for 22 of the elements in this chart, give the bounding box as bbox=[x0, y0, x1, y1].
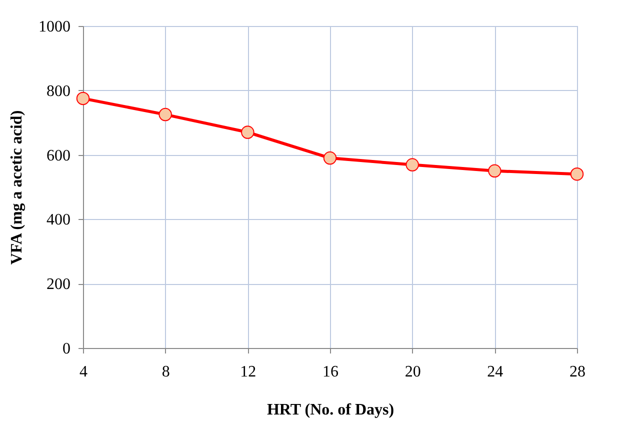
y-tick-label: 600 bbox=[46, 147, 70, 164]
point bbox=[488, 164, 502, 178]
y-tick-label: 200 bbox=[46, 276, 70, 294]
point bbox=[570, 168, 584, 181]
x-tick-label: 12 bbox=[240, 364, 256, 380]
point bbox=[158, 108, 172, 122]
y-tick-label: 400 bbox=[46, 212, 70, 229]
x-tick-label: 24 bbox=[487, 364, 504, 380]
x-tick-label: 16 bbox=[322, 364, 338, 380]
x-tick-label: 4 bbox=[80, 364, 88, 380]
point bbox=[76, 92, 90, 106]
y-tick-label: 800 bbox=[46, 82, 70, 100]
x-tick-label: 8 bbox=[162, 364, 170, 380]
point bbox=[406, 158, 419, 172]
x-tick-label: 28 bbox=[570, 364, 586, 380]
point bbox=[323, 151, 337, 165]
x-axis-title: HRT (No. of Days) bbox=[266, 402, 394, 418]
y-axis-title: VFA (mg a acetic acid) bbox=[8, 110, 26, 265]
y-tick-label: 0 bbox=[62, 340, 70, 358]
x-tick-label: 20 bbox=[404, 364, 421, 380]
point bbox=[241, 126, 254, 139]
y-tick-label: 1000 bbox=[38, 18, 70, 36]
